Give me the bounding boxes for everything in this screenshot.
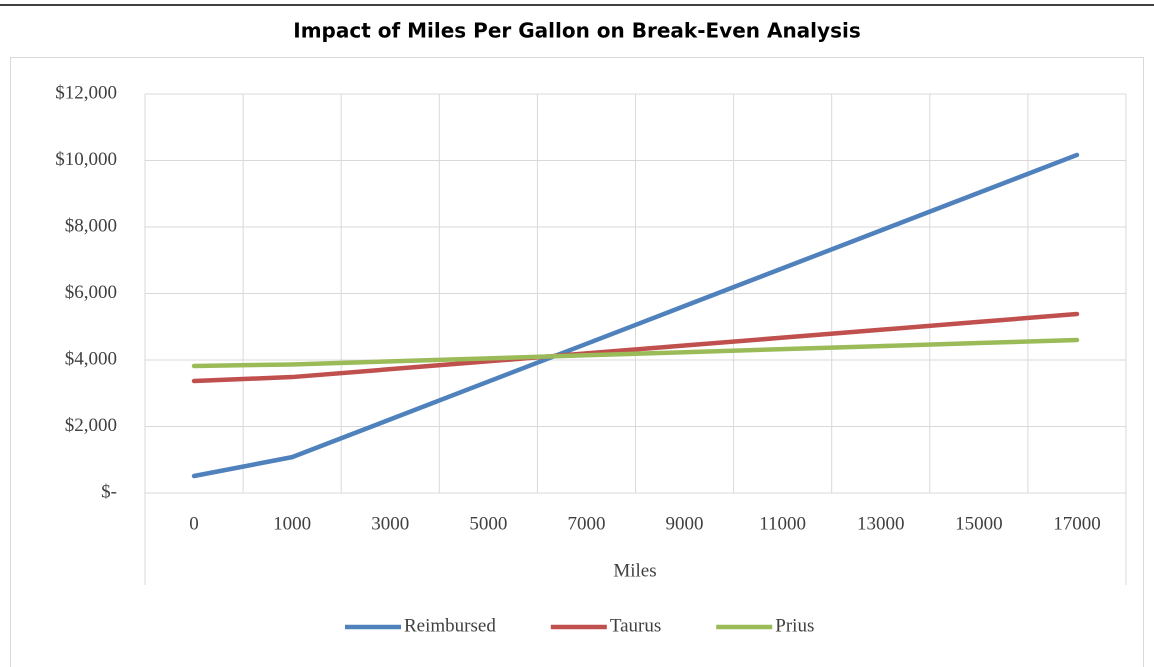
x-tick-label: 1000 (273, 513, 311, 534)
x-tick-label: 11000 (759, 513, 806, 534)
chart-border (10, 57, 1144, 667)
x-tick-label: 5000 (469, 513, 507, 534)
legend-label: Reimbursed (404, 615, 496, 636)
x-tick-label: 0 (189, 513, 199, 534)
series-line (191, 152, 1080, 479)
x-tick-label: 17000 (1053, 513, 1101, 534)
y-tick-label: $8,000 (65, 215, 117, 236)
y-tick-label: $4,000 (65, 348, 117, 369)
y-tick-label: $10,000 (55, 149, 117, 170)
x-axis-title: Miles (613, 560, 656, 581)
legend-label: Taurus (610, 615, 661, 636)
chart-title: Impact of Miles Per Gallon on Break-Even… (293, 19, 860, 43)
series-line (191, 311, 1080, 384)
y-tick-label: $6,000 (65, 282, 117, 303)
x-tick-label: 7000 (567, 513, 605, 534)
x-tick-label: 13000 (857, 513, 905, 534)
x-tick-label: 3000 (371, 513, 409, 534)
y-tick-label: $- (101, 481, 117, 502)
y-tick-label: $2,000 (65, 415, 117, 436)
x-tick-label: 15000 (955, 513, 1003, 534)
legend-label: Prius (775, 615, 814, 636)
x-tick-label: 9000 (666, 513, 704, 534)
series-line (191, 337, 1080, 369)
y-tick-label: $12,000 (55, 82, 117, 103)
